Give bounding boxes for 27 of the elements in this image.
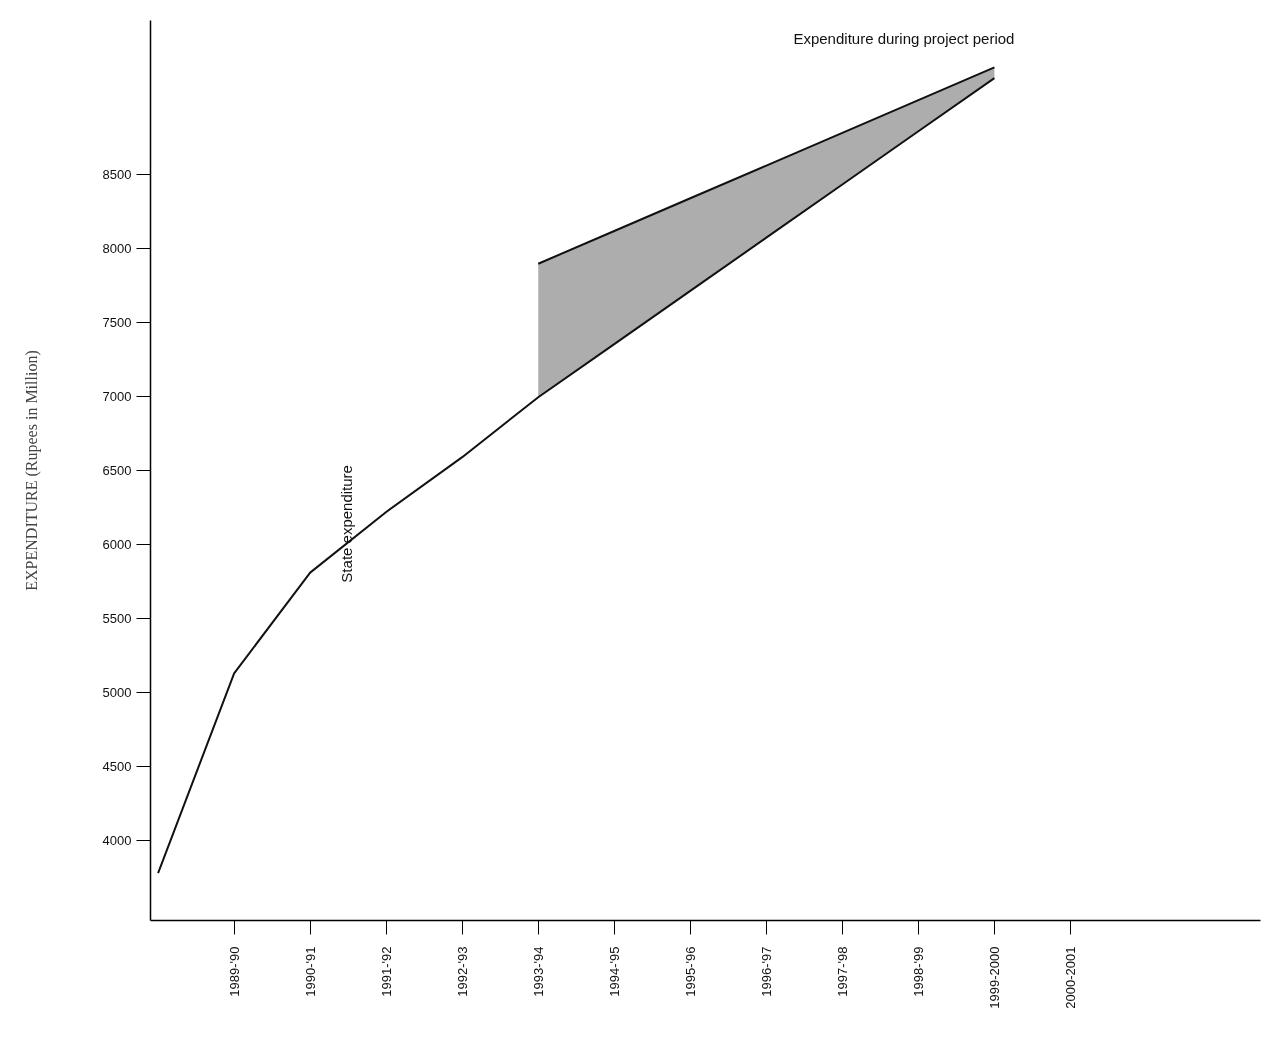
text: State expenditure [338, 465, 356, 583]
x-tick-label: 1989-'90 [226, 946, 242, 997]
x-tick-label: 1995-'96 [682, 946, 698, 997]
x-tick-label: 1994-'95 [606, 946, 622, 997]
x-tick-label: 1999-2000 [986, 946, 1002, 1009]
y-tick-label: 6000 [102, 537, 132, 553]
x-tick-label: 1993-'94 [530, 946, 546, 997]
x-tick-label: 1998-'99 [910, 946, 926, 997]
y-tick-label: 7000 [102, 388, 132, 404]
y-tick-label: 4000 [102, 833, 132, 849]
x-tick-label: 1990-'91 [302, 946, 318, 997]
y-tick-label: 8500 [102, 166, 132, 182]
x-tick-label: 1997-'98 [834, 946, 850, 997]
y-tick-label: 7500 [102, 314, 132, 330]
x-tick-label: 1991-'92 [378, 946, 394, 997]
series-label: Expenditure during project period [793, 30, 1015, 48]
x-tick-label: 1996-'97 [758, 946, 774, 997]
y-tick-label: 8000 [102, 240, 132, 256]
y-axis-title: EXPENDITURE (Rupees in Million) [22, 350, 41, 591]
line-series [537, 66, 996, 265]
y-tick-label: 5500 [102, 611, 132, 627]
y-tick-label: 4500 [102, 759, 132, 775]
y-tick-label: 5000 [102, 685, 132, 701]
line-series [157, 77, 996, 875]
x-tick-label: 2000-2001 [1062, 946, 1078, 1009]
x-tick-label: 1992-'93 [454, 946, 470, 997]
y-tick-label: 6500 [102, 463, 132, 478]
